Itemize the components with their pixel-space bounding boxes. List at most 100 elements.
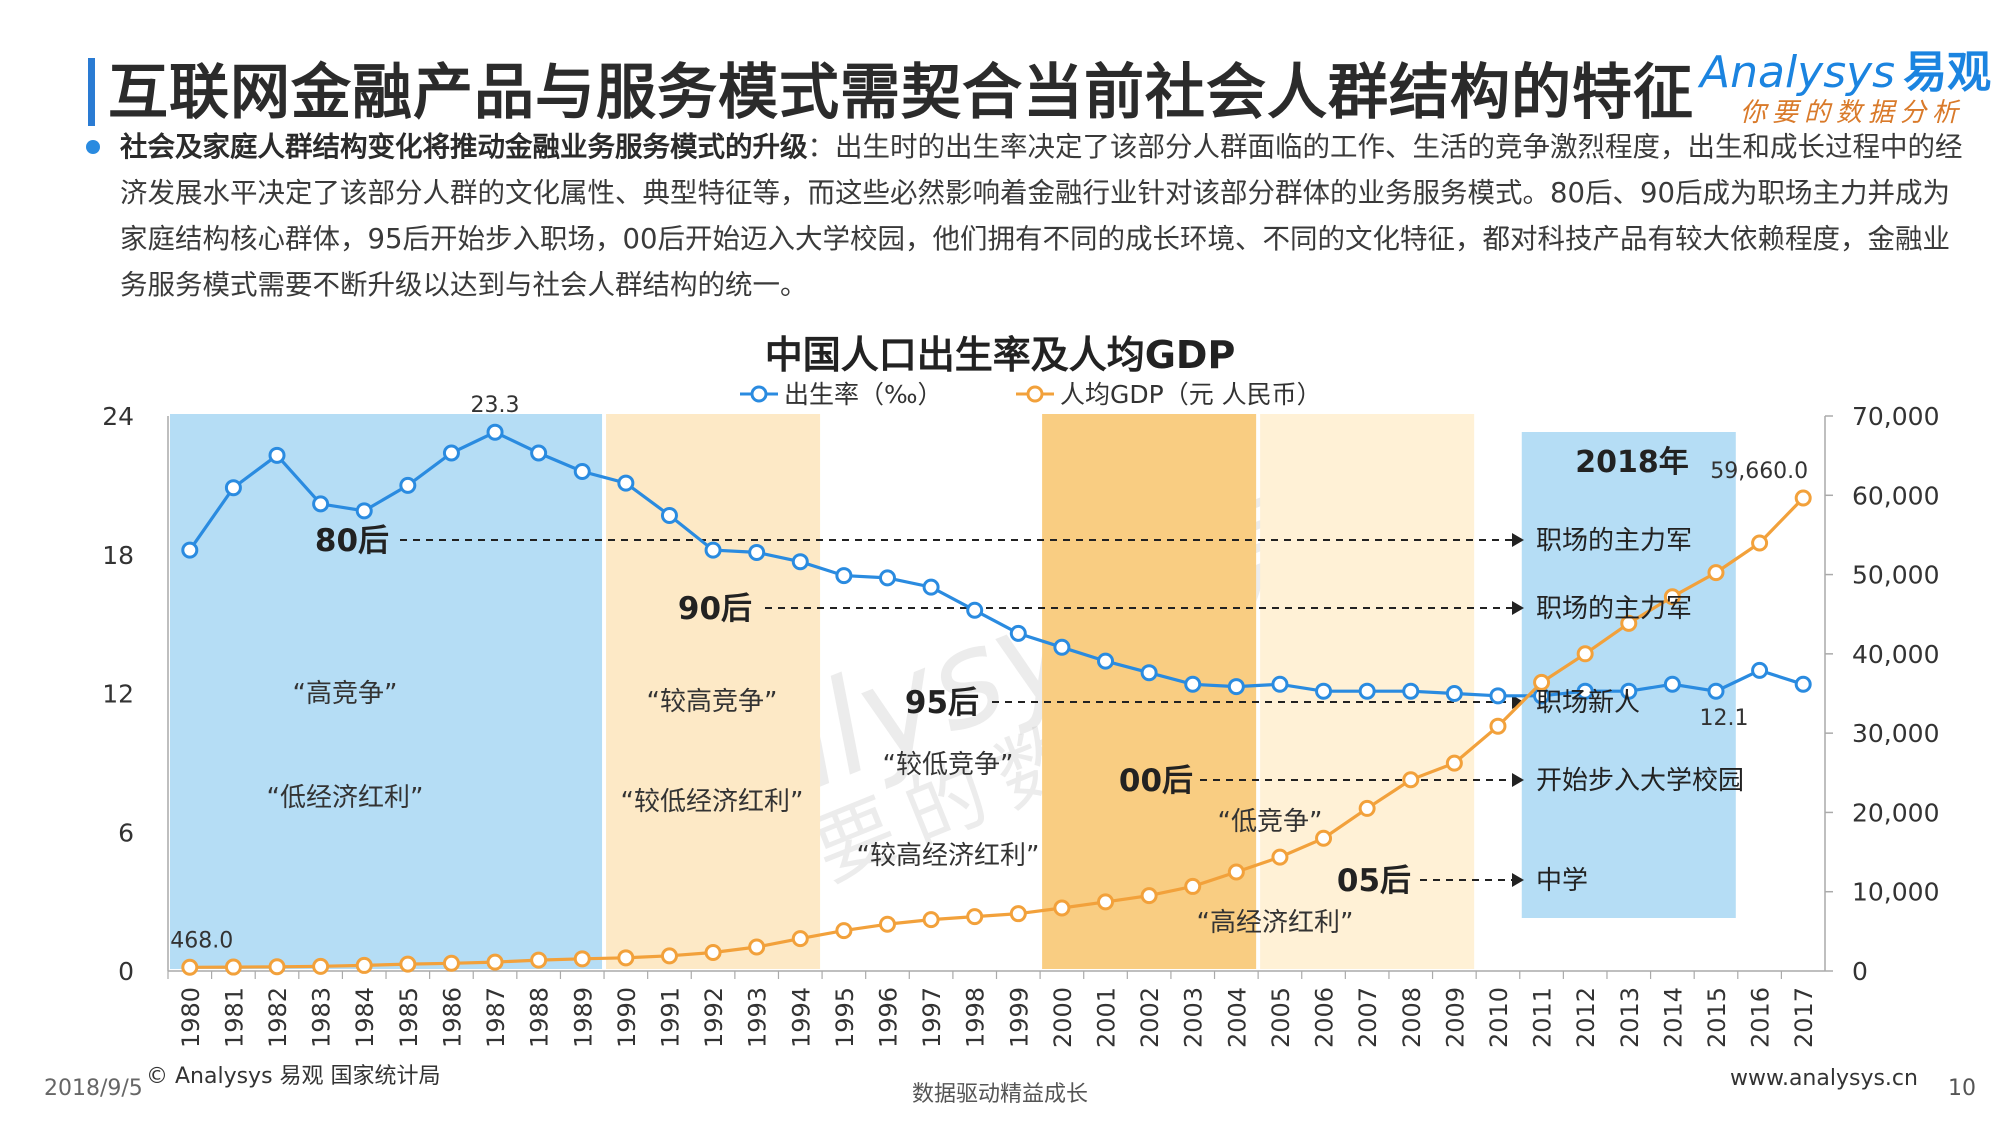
cohort-label: 05后 [1337, 863, 1411, 899]
x-tick: 1993 [744, 987, 772, 1048]
birth-rate-point [1707, 682, 1725, 700]
y-tick-right: 10,000 [1852, 878, 1939, 907]
band-label: “高竞争” [293, 679, 398, 709]
x-tick: 1987 [482, 987, 510, 1048]
intro-paragraph: 社会及家庭人群结构变化将推动金融业务服务模式的升级：出生时的出生率决定了该部分人… [120, 124, 1965, 308]
logo-text-cn: 易观 [1903, 47, 1992, 98]
band-label: “较高经济红利” [857, 841, 1040, 871]
y-tick-right: 20,000 [1852, 798, 1939, 827]
cohort-label: 00后 [1119, 763, 1193, 799]
x-tick: 1996 [874, 987, 902, 1048]
band-label: “较低经济红利” [621, 787, 804, 817]
x-tick: 2017 [1790, 987, 1818, 1048]
birth-rate-point [1140, 664, 1158, 682]
page-number: 10 [1948, 1076, 1976, 1101]
cohort-label: 90后 [678, 591, 752, 627]
footer-date: 2018/9/5 [44, 1076, 143, 1101]
gdp-point [1751, 534, 1769, 552]
gdp-point [1140, 887, 1158, 905]
birth-rate-point [1227, 678, 1245, 696]
y-tick-right: 30,000 [1852, 719, 1939, 748]
gdp-point [1533, 673, 1551, 691]
gdp-point [1489, 717, 1507, 735]
y-tick-right: 50,000 [1852, 561, 1939, 590]
gdp-point [1097, 893, 1115, 911]
y-tick-left: 0 [118, 957, 134, 986]
birth-rate-point [1620, 682, 1638, 700]
gdp-point [791, 930, 809, 948]
birth-rate-point [181, 541, 199, 559]
x-tick: 2014 [1659, 987, 1687, 1048]
birth-rate-point [1184, 675, 1202, 693]
birth-rate-point [530, 444, 548, 462]
arrowhead-icon [1512, 533, 1524, 547]
birth-rate-point [442, 444, 460, 462]
birth-rate-point [1358, 682, 1376, 700]
gdp-point [617, 949, 635, 967]
gdp-point [1053, 899, 1071, 917]
gdp-point [442, 954, 460, 972]
chart-band [170, 414, 603, 969]
cohort-label: 80后 [315, 523, 389, 559]
x-tick: 2008 [1398, 987, 1426, 1048]
birth-rate-point [966, 601, 984, 619]
x-tick: 2016 [1747, 987, 1775, 1048]
gdp-point [704, 943, 722, 961]
x-tick: 2003 [1180, 987, 1208, 1048]
birth-rate-point [748, 543, 766, 561]
x-tick: 1984 [351, 987, 379, 1048]
birth-rate-point [878, 569, 896, 587]
x-tick: 1995 [831, 987, 859, 1048]
y-tick-left: 18 [102, 541, 134, 570]
x-tick: 2011 [1529, 987, 1557, 1048]
gdp-point [922, 911, 940, 929]
gdp-point [530, 951, 548, 969]
chart-band [1521, 432, 1736, 918]
birth-rate-point [1009, 624, 1027, 642]
x-tick: 2009 [1441, 987, 1469, 1048]
chart-title: 中国人口出生率及人均GDP [765, 333, 1236, 377]
x-tick: 2007 [1354, 987, 1382, 1048]
birth-rate-point [268, 446, 286, 464]
chart-band [1042, 414, 1257, 969]
gdp-point [878, 915, 896, 933]
birth-rate-point [399, 476, 417, 494]
gdp-point [1271, 848, 1289, 866]
x-tick: 2010 [1485, 987, 1513, 1048]
birth-rate-point [1794, 675, 1812, 693]
cohort-role: 开始步入大学校园 [1536, 766, 1744, 796]
birth-rate-point [1489, 687, 1507, 705]
y-tick-left: 12 [102, 680, 134, 709]
gdp-point [573, 950, 591, 968]
gdp-point [835, 922, 853, 940]
arrowhead-icon [1512, 773, 1524, 787]
x-tick: 1997 [918, 987, 946, 1048]
birth-rate-point [660, 506, 678, 524]
birth-rate-point [312, 495, 330, 513]
footer-source: © Analysys 易观 国家统计局 [146, 1064, 441, 1089]
cohort-role: 职场的主力军 [1536, 526, 1692, 556]
x-tick: 2013 [1616, 987, 1644, 1048]
band-label: “高经济红利” [1197, 908, 1354, 938]
title-accent-bar [88, 58, 95, 126]
birth-rate-point [224, 479, 242, 497]
footer-url[interactable]: www.analysys.cn [1730, 1066, 1918, 1091]
x-tick: 1983 [308, 987, 336, 1048]
x-tick: 1990 [613, 987, 641, 1048]
gdp-point [1402, 771, 1420, 789]
intro-bold: 社会及家庭人群结构变化将推动金融业务服务模式的升级 [120, 131, 808, 163]
page-title: 互联网金融产品与服务模式需契合当前社会人群结构的特征 [108, 58, 1694, 128]
data-label-peak: 23.3 [471, 393, 520, 418]
chart-band [606, 414, 821, 969]
y-tick-right: 70,000 [1852, 402, 1939, 431]
band-label: “较高竞争” [647, 687, 778, 717]
x-tick: 1994 [787, 987, 815, 1048]
arrowhead-icon [1512, 601, 1524, 615]
x-tick: 1988 [526, 987, 554, 1048]
gdp-point [660, 947, 678, 965]
x-tick: 1986 [438, 987, 466, 1048]
gdp-point [181, 958, 199, 976]
logo-text: Analysys [1700, 47, 1896, 98]
x-tick: 2000 [1049, 987, 1077, 1048]
